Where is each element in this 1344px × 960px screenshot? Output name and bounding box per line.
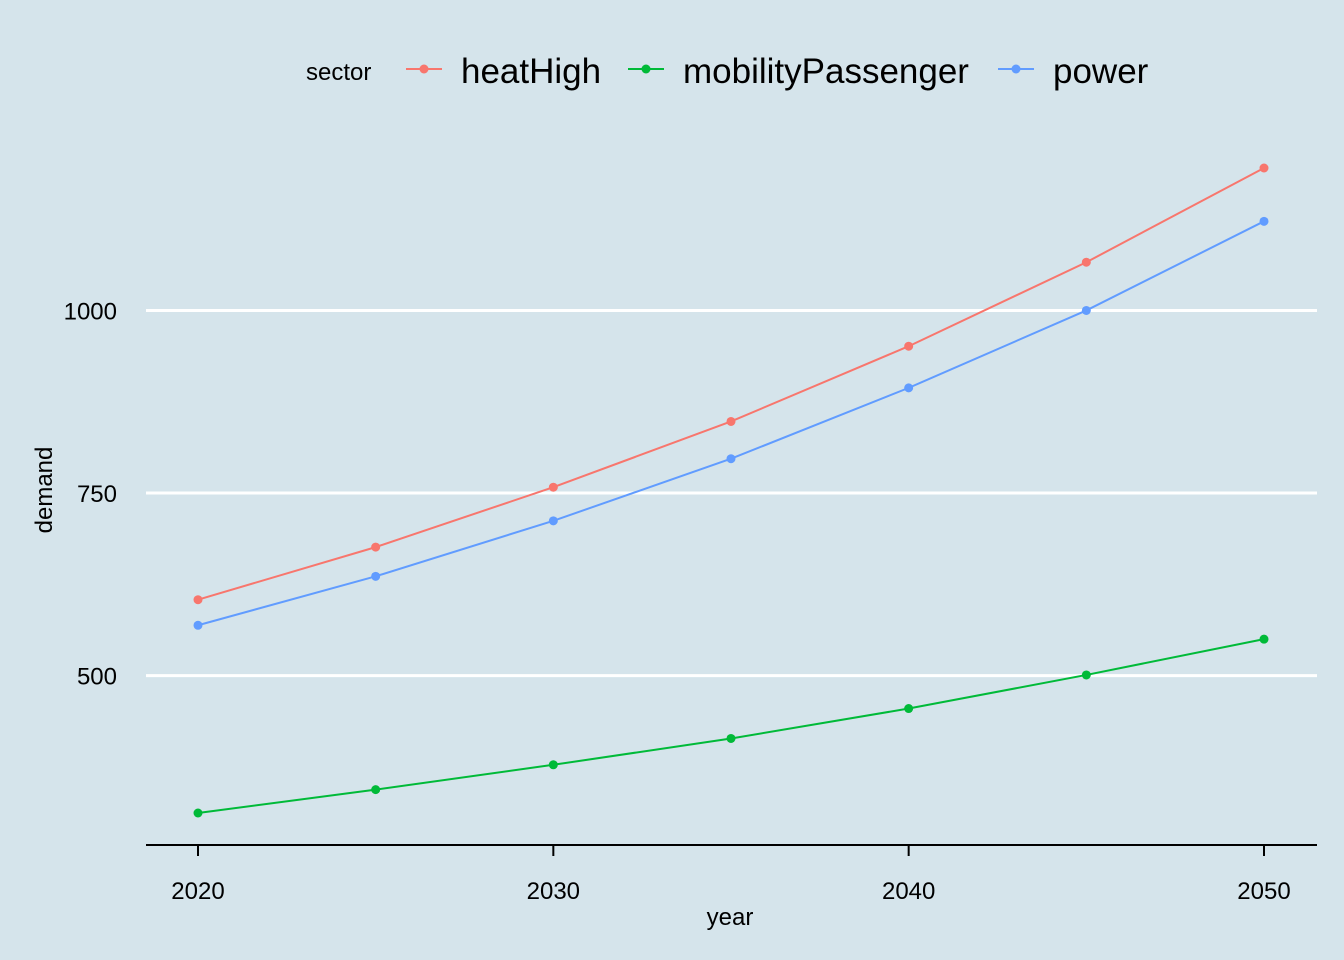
point-power-2050 xyxy=(1259,216,1269,226)
legend-label-power: power xyxy=(1053,52,1149,91)
legend-item-mobilityPassenger: mobilityPassenger xyxy=(628,52,969,91)
legend-item-power: power xyxy=(998,52,1149,91)
legend-key-point xyxy=(419,64,429,74)
point-mobilityPassenger-2050 xyxy=(1259,634,1269,644)
gridlines xyxy=(146,308,1317,678)
point-power-2045 xyxy=(1081,305,1091,315)
point-heatHigh-2035 xyxy=(726,416,736,426)
legend-key-point xyxy=(1011,64,1021,74)
y-tick-label-1000: 1000 xyxy=(64,298,117,325)
axes: 500 750 1000 2020 2030 2040 2050 xyxy=(64,298,1317,905)
x-tick-label-2020: 2020 xyxy=(171,878,224,905)
point-heatHigh-2050 xyxy=(1259,163,1269,173)
x-tick-label-2040: 2040 xyxy=(882,878,935,905)
point-heatHigh-2040 xyxy=(904,341,914,351)
point-power-2025 xyxy=(371,571,381,581)
legend-label-mobilityPassenger: mobilityPassenger xyxy=(683,52,969,91)
legend-label-heatHigh: heatHigh xyxy=(461,52,601,91)
y-axis-label: demand xyxy=(31,447,58,534)
y-tick-label-500: 500 xyxy=(77,664,117,691)
series-mobilityPassenger xyxy=(193,634,1269,818)
point-power-2035 xyxy=(726,454,736,464)
point-mobilityPassenger-2025 xyxy=(371,785,381,795)
legend-item-heatHigh: heatHigh xyxy=(406,52,601,91)
point-power-2030 xyxy=(548,516,558,526)
point-mobilityPassenger-2020 xyxy=(193,808,203,818)
point-heatHigh-2045 xyxy=(1081,257,1091,267)
point-mobilityPassenger-2045 xyxy=(1081,670,1091,680)
point-heatHigh-2025 xyxy=(371,542,381,552)
legend-key-point xyxy=(641,64,651,74)
series-power xyxy=(193,216,1269,630)
y-tick-label-750: 750 xyxy=(77,481,117,508)
legend: sector heatHigh mobilityPassenger power xyxy=(306,52,1149,91)
x-tick-label-2030: 2030 xyxy=(527,878,580,905)
point-heatHigh-2020 xyxy=(193,595,203,605)
point-heatHigh-2030 xyxy=(548,482,558,492)
x-axis-label: year xyxy=(707,904,754,931)
point-power-2020 xyxy=(193,620,203,630)
series-layer xyxy=(193,163,1269,818)
point-mobilityPassenger-2040 xyxy=(904,704,914,714)
point-power-2040 xyxy=(904,383,914,393)
point-mobilityPassenger-2035 xyxy=(726,733,736,743)
legend-title: sector xyxy=(306,59,371,86)
point-mobilityPassenger-2030 xyxy=(548,760,558,770)
series-heatHigh xyxy=(193,163,1269,605)
x-tick-label-2050: 2050 xyxy=(1237,878,1290,905)
